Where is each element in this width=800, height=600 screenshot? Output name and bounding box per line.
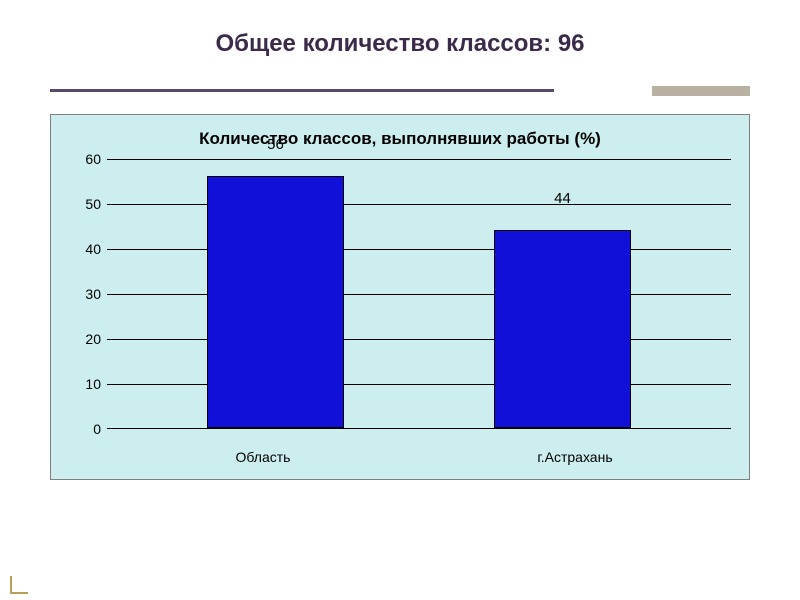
slide-title: Общее количество классов: 96 [0, 0, 800, 86]
bar [494, 230, 631, 428]
x-tick-label: Область [107, 449, 419, 465]
y-tick-label: 60 [85, 151, 101, 167]
y-tick-label: 10 [85, 376, 101, 392]
plot-wrap: 0102030405060 5644 [51, 159, 749, 441]
rule-accent [652, 86, 750, 96]
y-tick-label: 40 [85, 241, 101, 257]
y-tick-label: 50 [85, 196, 101, 212]
y-tick-label: 20 [85, 331, 101, 347]
y-axis: 0102030405060 [69, 159, 107, 429]
chart-container: Количество классов, выполнявших работы (… [50, 114, 750, 480]
corner-mark-icon [10, 576, 28, 594]
bar-value-label: 56 [267, 136, 284, 153]
grid-line [107, 204, 731, 205]
grid-line [107, 384, 731, 385]
bar [207, 176, 344, 428]
chart-title: Количество классов, выполнявших работы (… [51, 115, 749, 159]
grid-line [107, 294, 731, 295]
rule-line [50, 89, 554, 92]
grid-line [107, 339, 731, 340]
title-rule [50, 86, 750, 96]
bar-value-label: 44 [554, 190, 571, 207]
y-tick-label: 0 [93, 421, 101, 437]
x-tick-label: г.Астрахань [419, 449, 731, 465]
grid-line [107, 249, 731, 250]
x-axis-labels: Областьг.Астрахань [51, 441, 749, 479]
plot-area: 5644 [107, 159, 731, 429]
grid-line [107, 159, 731, 160]
y-tick-label: 30 [85, 286, 101, 302]
